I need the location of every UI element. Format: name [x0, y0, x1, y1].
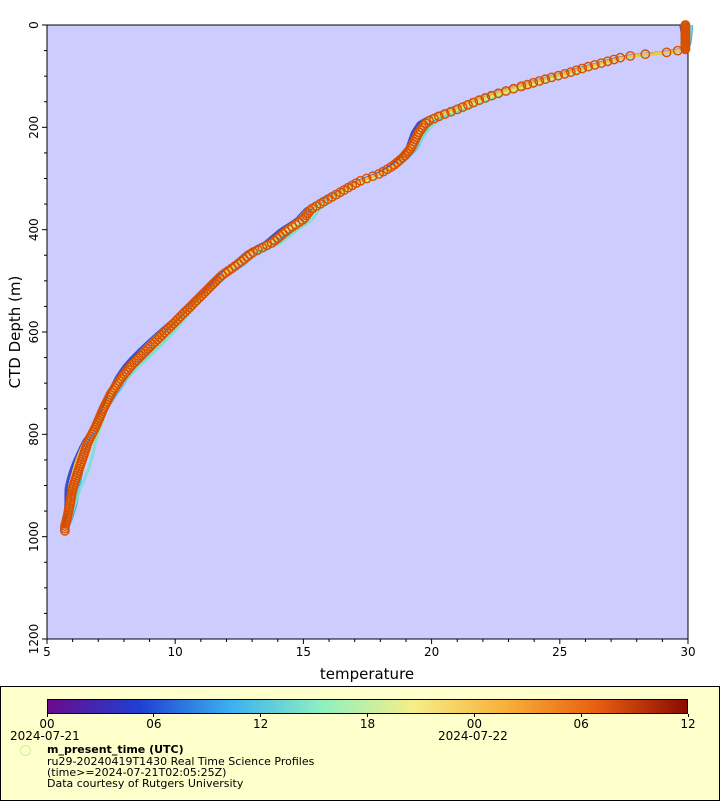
data-point — [439, 109, 450, 119]
plot-area — [46, 24, 689, 640]
colorbar-tick-mark — [473, 714, 475, 717]
marker-group — [60, 20, 691, 536]
data-point — [615, 52, 626, 63]
data-point — [480, 93, 491, 103]
data-point — [571, 65, 582, 76]
data-point — [374, 168, 384, 179]
y-tick-label: 200 — [27, 116, 41, 139]
colorbar-tick-label: 12 — [680, 717, 696, 731]
data-point — [457, 102, 468, 113]
y-tick-label: 1200 — [27, 624, 41, 655]
x-tick-label: 30 — [680, 645, 695, 659]
x-tick-label: 25 — [552, 645, 567, 659]
x-axis-label: temperature — [320, 665, 414, 683]
colorbar-tick-label: 18 — [359, 717, 376, 731]
data-point — [528, 77, 539, 88]
colorbar-tick-mark — [687, 714, 689, 717]
data-point — [429, 113, 439, 124]
data-point — [452, 104, 463, 115]
data-point — [589, 60, 600, 70]
colorbar-tick-mark — [153, 714, 155, 717]
y-tick-label: 600 — [27, 321, 41, 344]
colorbar-date-start: 2024-07-21 — [10, 729, 80, 743]
data-point — [236, 256, 247, 267]
y-tick-label: 1000 — [27, 521, 41, 552]
legend-title: m_present_time (UTC) — [47, 743, 184, 756]
data-point — [60, 525, 70, 536]
data-point — [433, 111, 444, 122]
legend-line-2: (time>=2024-07-21T02:05:25Z) — [47, 766, 227, 779]
data-point — [392, 157, 402, 168]
data-point — [553, 70, 564, 81]
data-point — [546, 72, 557, 83]
data-point — [583, 61, 594, 72]
data-point — [577, 63, 588, 74]
data-point — [239, 254, 250, 265]
data-point — [493, 88, 504, 99]
data-point — [661, 47, 672, 58]
x-tick-label: 5 — [43, 645, 51, 659]
data-point — [640, 49, 651, 60]
legend-marker-icon — [20, 745, 31, 756]
x-axis: 5 10 15 20 25 30 — [43, 639, 696, 659]
y-axis: 0 200 400 600 800 1000 1200 — [27, 21, 47, 654]
data-point — [534, 76, 545, 86]
data-point — [272, 233, 283, 244]
data-point — [625, 51, 636, 61]
data-point — [540, 74, 551, 85]
colorbar-tick-label: 12 — [253, 717, 269, 731]
data-point — [672, 45, 683, 56]
data-point — [559, 69, 570, 79]
data-point — [522, 79, 533, 90]
data-point — [486, 90, 497, 101]
data-point — [266, 238, 277, 248]
x-tick-label: 10 — [168, 645, 183, 659]
colorbar-tick-label: 06 — [146, 717, 162, 731]
data-point — [602, 56, 613, 67]
data-point — [367, 171, 378, 182]
data-point — [257, 242, 268, 253]
data-point — [446, 106, 456, 117]
y-axis-label: CTD Depth (m) — [6, 276, 24, 389]
colorbar — [47, 699, 688, 714]
colorbar-tick-label: 06 — [573, 717, 589, 731]
x-tick-label: 15 — [296, 645, 311, 659]
colorbar-tick-mark — [367, 714, 368, 717]
data-point — [361, 173, 372, 184]
data-point — [474, 95, 485, 106]
data-point — [468, 97, 479, 108]
data-point — [596, 58, 607, 68]
colorbar-date-end: 2024-07-22 — [438, 729, 508, 743]
colorbar-tick-label: 00 — [39, 717, 55, 731]
data-point — [463, 99, 473, 110]
chart: 5 10 15 20 25 30 0 200 400 600 800 1000 1200 temper… — [6, 20, 696, 683]
legend-line-3: Data courtesy of Rutgers University — [47, 777, 244, 790]
colorbar-tick-mark — [260, 714, 262, 717]
data-point — [262, 240, 272, 251]
data-point — [252, 244, 263, 255]
x-tick-label: 20 — [424, 645, 439, 659]
colorbar-tick-mark — [580, 714, 582, 717]
colorbar-tick-label: 00 — [466, 717, 482, 731]
data-point — [565, 67, 576, 78]
colorbar-tick-mark — [46, 714, 48, 717]
data-point — [609, 54, 619, 65]
y-tick-label: 800 — [27, 423, 41, 446]
y-tick-label: 400 — [27, 218, 41, 241]
y-tick-label: 0 — [27, 21, 41, 29]
legend-line-1: ru29-20240419T1430 Real Time Science Pro… — [47, 755, 315, 768]
